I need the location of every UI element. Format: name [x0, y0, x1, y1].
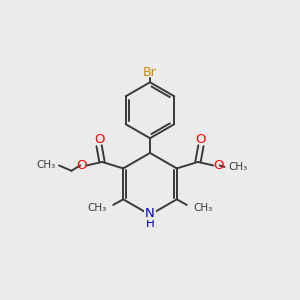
Text: O: O [94, 133, 104, 146]
Text: N: N [145, 207, 155, 220]
Text: O: O [76, 159, 87, 172]
Text: CH₃: CH₃ [37, 160, 56, 170]
Text: Br: Br [143, 66, 157, 79]
Text: O: O [196, 133, 206, 146]
Text: CH₃: CH₃ [228, 162, 247, 172]
Text: CH₃: CH₃ [87, 202, 106, 213]
Text: CH₃: CH₃ [194, 202, 213, 213]
Text: O: O [213, 159, 224, 172]
Text: H: H [146, 217, 154, 230]
